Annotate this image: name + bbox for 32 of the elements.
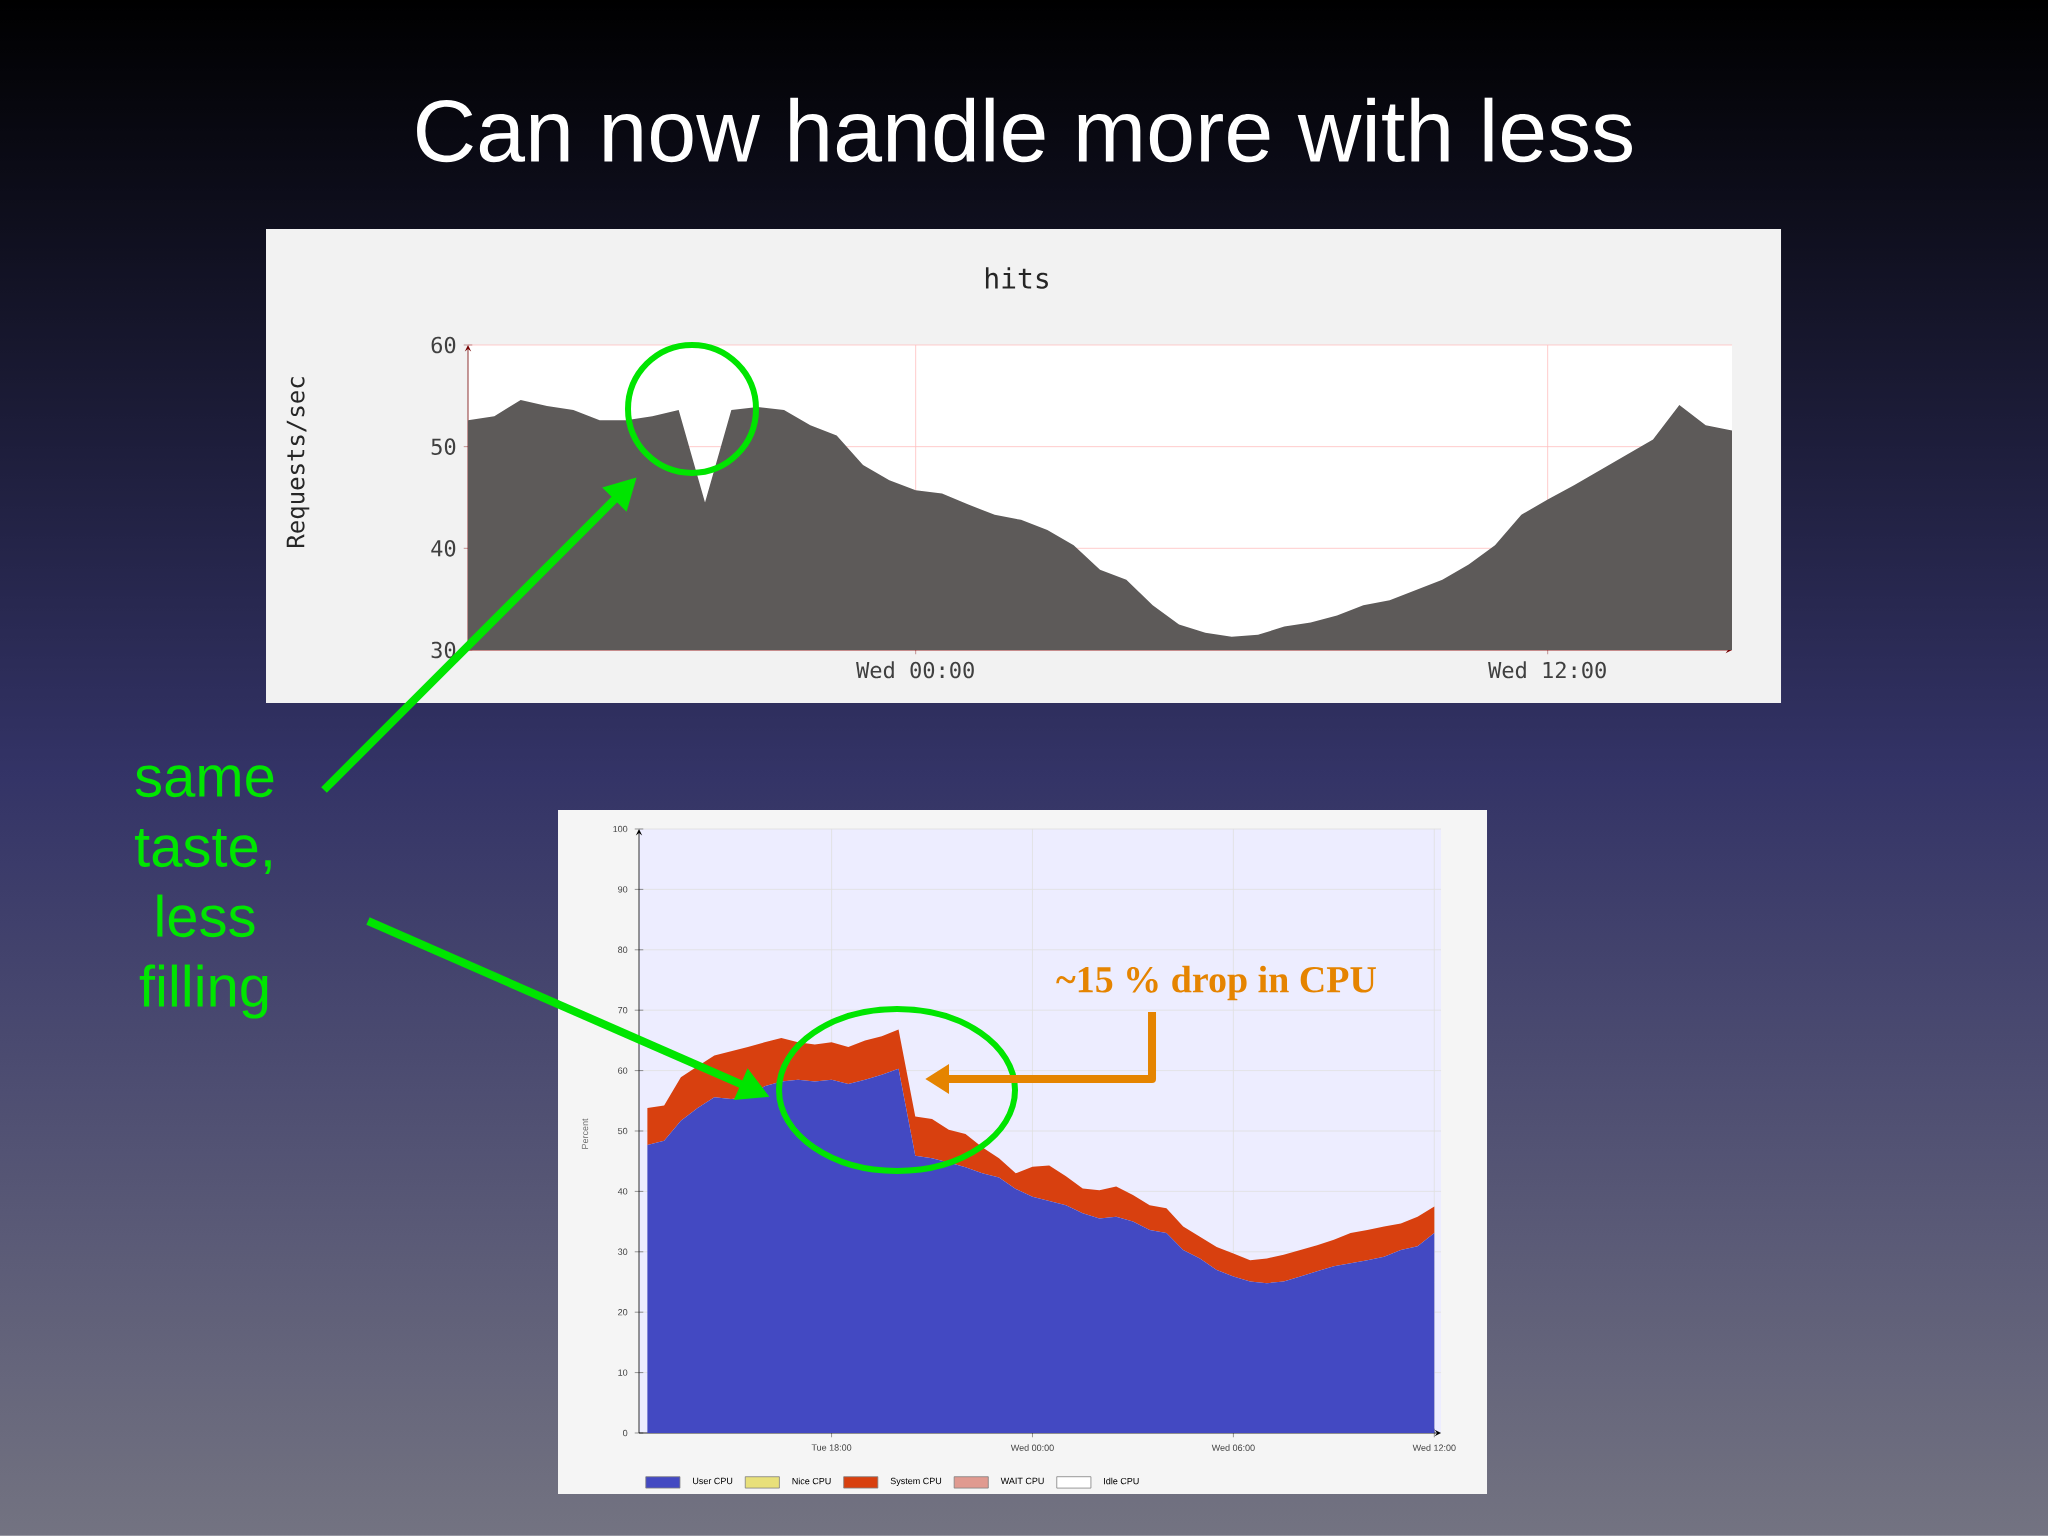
y-tick-label: 20	[618, 1309, 628, 1316]
y-tick-label: 100	[613, 825, 628, 833]
y-axis-title: Percent	[581, 1118, 589, 1149]
x-tick-label: Wed 00:00	[856, 661, 974, 679]
y-tick-label: 10	[618, 1369, 628, 1376]
y-tick-label: 60	[431, 336, 456, 354]
y-tick-label: 60	[618, 1067, 628, 1074]
y-tick-label: 40	[431, 540, 456, 557]
y-tick-label: 50	[618, 1127, 628, 1135]
y-tick-label: 0	[623, 1429, 628, 1437]
legend-label: User CPU	[693, 1477, 733, 1485]
text: same taste, less filling	[134, 765, 274, 1019]
chart-title: Can now handle more with less	[417, 97, 1632, 163]
x-tick-label: Wed 12:00	[1412, 1444, 1456, 1451]
y-tick-label: 80	[618, 946, 628, 953]
y-tick-label: 30	[431, 641, 456, 659]
legend-label: Idle CPU	[1104, 1477, 1139, 1485]
x-tick-label: Tue 18:00	[811, 1444, 852, 1451]
chart-subtitle: hits	[985, 267, 1048, 289]
y-tick-label: 90	[618, 886, 628, 893]
legend-label: System CPU	[890, 1477, 942, 1486]
x-tick-label: Wed 12:00	[1488, 661, 1606, 679]
legend-label: Nice CPU	[792, 1477, 831, 1485]
y-tick-label: 70	[618, 1007, 628, 1014]
y-tick-label: 40	[617, 1188, 628, 1195]
y-axis-title: Requests/sec	[286, 377, 310, 548]
y-tick-label: 30	[618, 1248, 628, 1255]
annotation: ~15 % drop in CPU	[1056, 965, 1376, 1001]
legend-label: WAIT CPU	[1000, 1477, 1044, 1485]
x-tick-label: Wed 00:00	[1010, 1444, 1054, 1451]
y-tick-label: 50	[431, 438, 456, 455]
x-tick-label: Wed 06:00	[1211, 1444, 1255, 1451]
